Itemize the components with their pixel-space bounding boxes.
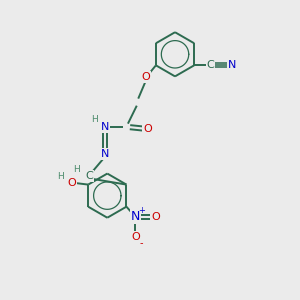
Text: -: -: [140, 238, 143, 248]
Text: H: H: [91, 115, 98, 124]
Text: O: O: [68, 178, 76, 188]
Text: C: C: [206, 60, 214, 70]
Text: N: N: [101, 122, 110, 132]
Text: +: +: [138, 206, 145, 215]
Text: O: O: [131, 232, 140, 242]
Text: O: O: [143, 124, 152, 134]
Text: H: H: [73, 165, 80, 174]
Text: H: H: [57, 172, 64, 181]
Text: O: O: [151, 212, 160, 222]
Text: N: N: [101, 149, 110, 159]
Text: C: C: [85, 171, 93, 181]
Text: O: O: [141, 72, 150, 82]
Text: N: N: [228, 60, 237, 70]
Text: N: N: [130, 211, 140, 224]
